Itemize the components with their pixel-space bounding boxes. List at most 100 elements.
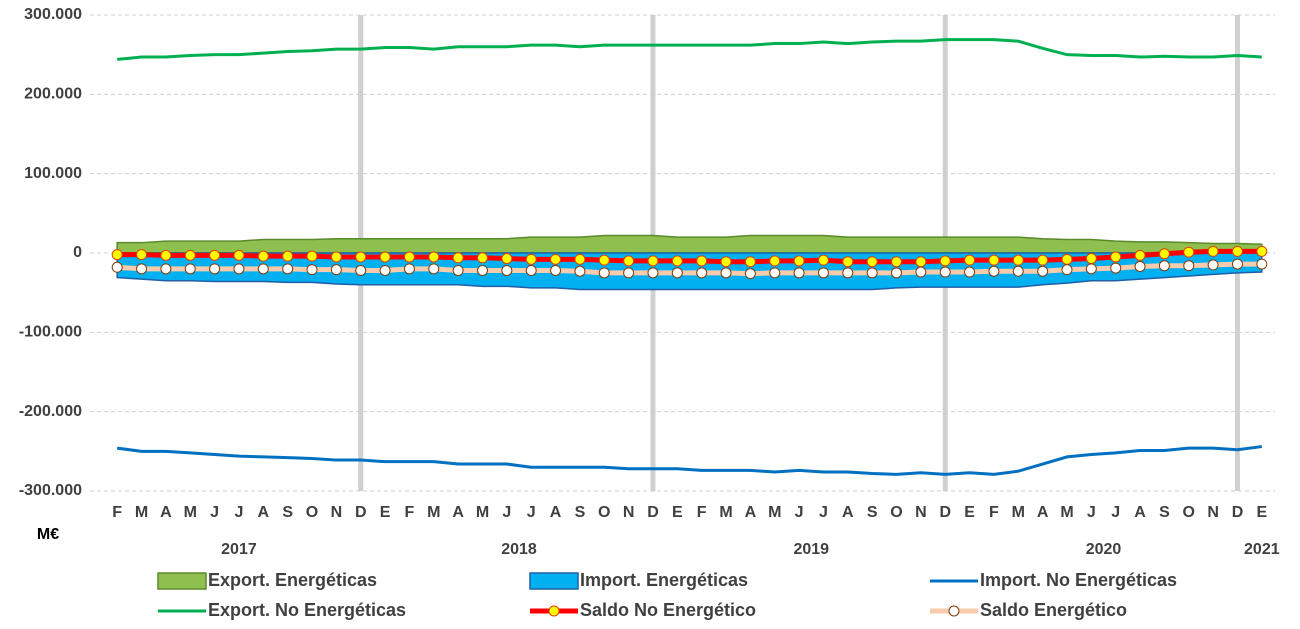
legend-label: Export. Energéticas: [208, 570, 377, 590]
marker: [988, 265, 1000, 277]
marker: [428, 251, 440, 263]
year-label: 2021: [1244, 541, 1280, 558]
marker: [574, 253, 586, 265]
x-tick-label: D: [1232, 504, 1244, 521]
marker: [111, 261, 123, 273]
x-tick-label: F: [112, 504, 122, 521]
marker: [939, 266, 951, 278]
year-label: 2017: [221, 541, 257, 558]
x-tick-label: A: [258, 504, 270, 521]
x-tick-label: O: [306, 504, 318, 521]
x-tick-label: M: [476, 504, 489, 521]
marker: [1012, 265, 1024, 277]
x-tick-label: N: [1207, 504, 1219, 521]
x-tick-label: N: [623, 504, 635, 521]
marker: [696, 267, 708, 279]
marker: [623, 255, 635, 267]
marker: [1207, 245, 1219, 257]
x-tick-label: N: [331, 504, 343, 521]
marker: [550, 264, 562, 276]
marker: [866, 267, 878, 279]
marker: [428, 263, 440, 275]
x-tick-label: A: [160, 504, 172, 521]
marker: [1110, 262, 1122, 274]
x-tick-label: M: [135, 504, 148, 521]
marker: [136, 249, 148, 261]
x-tick-label: E: [380, 504, 391, 521]
marker: [160, 263, 172, 275]
marker: [550, 253, 562, 265]
year-label: 2020: [1086, 541, 1122, 558]
marker: [769, 267, 781, 279]
x-tick-label: F: [697, 504, 707, 521]
marker: [988, 254, 1000, 266]
marker: [744, 268, 756, 280]
x-tick-label: S: [1159, 504, 1170, 521]
marker: [574, 265, 586, 277]
marker: [306, 250, 318, 262]
marker: [817, 267, 829, 279]
marker: [1061, 253, 1073, 265]
marker: [282, 263, 294, 275]
x-tick-label: J: [795, 504, 804, 521]
marker: [257, 263, 269, 275]
x-tick-label: M: [427, 504, 440, 521]
marker: [476, 264, 488, 276]
x-tick-label: A: [1134, 504, 1146, 521]
marker: [866, 256, 878, 268]
x-tick-label: N: [915, 504, 927, 521]
legend-label: Import. Energéticas: [580, 570, 748, 590]
marker: [501, 253, 513, 265]
x-tick-label: J: [527, 504, 536, 521]
marker: [891, 267, 903, 279]
marker: [964, 266, 976, 278]
marker: [671, 255, 683, 267]
year-label: 2018: [501, 541, 537, 558]
x-tick-label: F: [989, 504, 999, 521]
marker: [306, 264, 318, 276]
x-tick-label: J: [502, 504, 511, 521]
marker: [744, 256, 756, 268]
marker: [623, 267, 635, 279]
legend-swatch: [529, 572, 579, 590]
marker: [842, 267, 854, 279]
y-tick-label: -100.000: [19, 324, 82, 341]
marker: [1207, 259, 1219, 271]
marker: [184, 263, 196, 275]
marker: [209, 249, 221, 261]
marker: [403, 251, 415, 263]
marker: [1085, 263, 1097, 275]
marker: [1134, 260, 1146, 272]
marker: [964, 254, 976, 266]
marker: [379, 264, 391, 276]
legend-swatch: [157, 572, 207, 590]
y-tick-label: 200.000: [24, 86, 82, 103]
marker: [769, 255, 781, 267]
year-label: 2019: [793, 541, 829, 558]
marker: [1158, 248, 1170, 260]
y-unit: M€: [37, 526, 59, 543]
x-tick-label: D: [647, 504, 659, 521]
marker: [696, 255, 708, 267]
x-tick-label: M: [1060, 504, 1073, 521]
x-tick-label: A: [550, 504, 562, 521]
marker: [525, 264, 537, 276]
marker: [647, 267, 659, 279]
x-tick-label: D: [939, 504, 951, 521]
marker: [233, 263, 245, 275]
marker: [209, 263, 221, 275]
x-tick-label: J: [1111, 504, 1120, 521]
x-tick-label: F: [405, 504, 415, 521]
marker: [111, 249, 123, 261]
x-tick-label: S: [575, 504, 586, 521]
marker: [915, 256, 927, 268]
marker: [647, 255, 659, 267]
x-tick-label: O: [598, 504, 610, 521]
legend-label: Import. No Energéticas: [980, 570, 1177, 590]
marker: [598, 254, 610, 266]
x-tick-label: A: [452, 504, 464, 521]
marker: [671, 267, 683, 279]
marker: [1231, 258, 1243, 270]
marker: [1012, 254, 1024, 266]
y-tick-label: -200.000: [19, 403, 82, 420]
